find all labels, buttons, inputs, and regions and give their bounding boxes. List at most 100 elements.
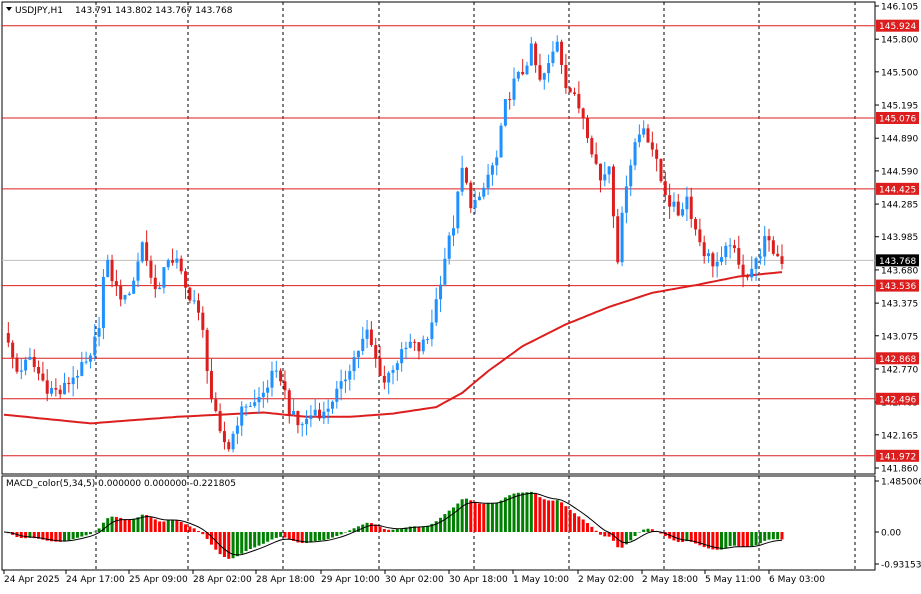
- macd-bar: [80, 532, 84, 537]
- candle-body: [637, 134, 641, 143]
- candle-body: [430, 322, 434, 340]
- macd-bar: [400, 528, 404, 533]
- candle-body: [201, 312, 205, 330]
- macd-bar: [257, 532, 261, 546]
- macd-bar: [28, 532, 32, 538]
- dropdown-triangle-icon[interactable]: [6, 7, 12, 11]
- macd-bar: [732, 532, 736, 546]
- macd-bar: [404, 527, 408, 533]
- time-tick-label: 29 Apr 10:00: [321, 575, 380, 585]
- macd-bar: [646, 528, 650, 533]
- macd-bar: [430, 523, 434, 533]
- macd-bar: [452, 507, 456, 533]
- macd-bar: [456, 503, 460, 533]
- candle-body: [28, 356, 32, 360]
- price-axis[interactable]: 146.105 145.800 145.500 145.195 144.890 144.5…: [875, 3, 919, 475]
- macd-bar: [758, 532, 762, 544]
- price-tick-label: 145.800: [881, 36, 918, 46]
- macd-bar: [560, 502, 564, 533]
- time-tick-label: 28 Apr 02:00: [193, 575, 252, 585]
- candle-body: [469, 182, 473, 209]
- level-price-tag: [876, 182, 919, 195]
- macd-bar: [698, 532, 702, 546]
- candle-body: [24, 359, 28, 371]
- candle-body: [244, 406, 248, 408]
- macd-bar: [158, 521, 162, 533]
- symbol-label[interactable]: USDJPY,H1: [15, 6, 63, 16]
- candle-body: [525, 65, 529, 75]
- macd-bar: [235, 532, 239, 557]
- macd-bar: [248, 532, 252, 550]
- candle-body: [443, 258, 447, 285]
- macd-bar: [218, 532, 222, 555]
- candle-body: [37, 367, 41, 374]
- macd-bar: [119, 517, 123, 533]
- level-price-label: 145.924: [879, 22, 916, 32]
- macd-bar: [482, 503, 486, 533]
- macd-bar: [270, 532, 274, 540]
- candle-body: [460, 167, 464, 192]
- candle-body: [707, 253, 711, 257]
- candle-body: [283, 381, 287, 391]
- level-price-tag: [876, 352, 919, 365]
- candle-body: [343, 379, 347, 382]
- candle-body: [776, 253, 780, 257]
- candle-body: [326, 408, 330, 412]
- candle-body: [19, 370, 23, 372]
- macd-bar: [32, 532, 36, 539]
- candle-body: [473, 200, 477, 209]
- candle-body: [192, 300, 196, 302]
- macd-bar: [715, 532, 719, 550]
- horizontal-levels[interactable]: [2, 25, 875, 457]
- macd-bar: [188, 526, 192, 533]
- candle-body: [650, 142, 654, 150]
- macd-tick-label: 1.485006: [881, 478, 921, 488]
- candle-body: [598, 163, 602, 181]
- candle-body: [253, 402, 257, 406]
- candle-body: [309, 415, 313, 419]
- candle-body: [387, 372, 391, 383]
- macd-bar: [603, 532, 607, 537]
- macd-bar: [495, 502, 499, 533]
- macd-bar: [132, 518, 136, 533]
- macd-bar: [598, 532, 602, 535]
- candle-body: [763, 236, 767, 257]
- candle-body: [175, 258, 179, 263]
- moving-average: [3, 271, 783, 425]
- candle-body: [404, 347, 408, 350]
- macd-bar: [439, 517, 443, 533]
- candle-body: [145, 242, 149, 261]
- candle-body: [551, 51, 555, 64]
- macd-bar: [542, 499, 546, 533]
- macd-bar: [434, 521, 438, 533]
- current-price-label: 143.768: [879, 257, 916, 267]
- candle-body: [93, 336, 97, 356]
- candle-body: [434, 299, 438, 323]
- macd-bar: [724, 532, 728, 549]
- macd-bar: [253, 532, 257, 548]
- macd-bar: [313, 532, 317, 542]
- candle-body: [698, 229, 702, 243]
- candle-body: [767, 236, 771, 241]
- candle-body: [106, 259, 110, 277]
- candle-body: [737, 248, 741, 265]
- macd-bar: [287, 532, 291, 540]
- candle-body: [685, 196, 689, 210]
- candle-body: [136, 261, 140, 281]
- candle-body: [538, 65, 542, 80]
- candle-body: [132, 280, 136, 294]
- candle-body: [352, 357, 356, 372]
- price-tick-label: 145.500: [881, 68, 918, 78]
- time-axis[interactable]: 24 Apr 2025 24 Apr 17:00 25 Apr 09:00 28 Ap…: [3, 570, 825, 585]
- macd-bar: [620, 532, 624, 548]
- macd-bar: [101, 522, 105, 533]
- candle-body: [633, 142, 637, 166]
- candle-body: [663, 181, 667, 196]
- price-tick-label: 142.165: [881, 431, 918, 441]
- time-tick-label: 5 May 11:00: [705, 575, 761, 585]
- macd-bar: [426, 525, 430, 533]
- macd-bar: [330, 532, 334, 538]
- candle-body: [209, 371, 213, 400]
